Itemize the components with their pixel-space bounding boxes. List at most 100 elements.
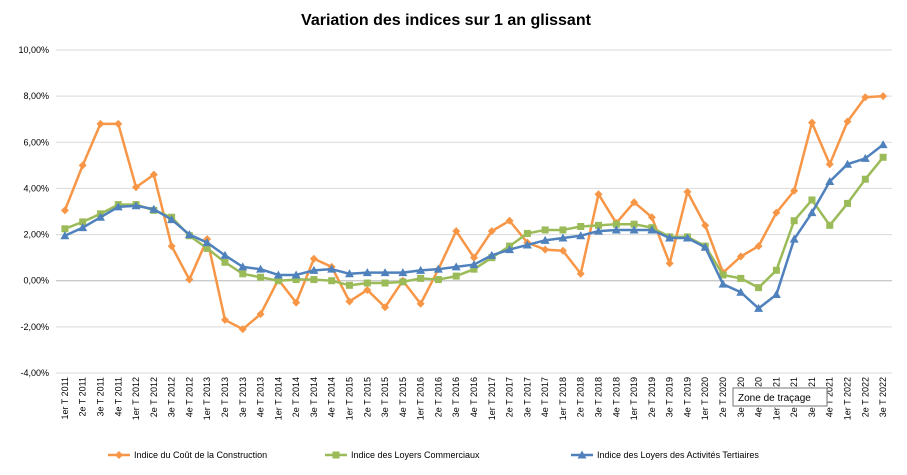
data-point-square xyxy=(879,153,887,161)
data-point-square xyxy=(595,221,603,229)
x-tick-label: 3e T 2017 xyxy=(522,377,532,417)
x-tick-label: 3e T 2013 xyxy=(238,377,248,417)
series-1 xyxy=(60,92,888,334)
chart-title: Variation des indices sur 1 an glissant xyxy=(301,12,592,29)
data-point-diamond xyxy=(220,315,229,324)
data-point-triangle xyxy=(558,233,568,242)
data-point-square xyxy=(470,265,478,273)
x-tick-label: 2e T 2013 xyxy=(220,377,230,417)
x-tick-label: 4e T 2015 xyxy=(398,377,408,417)
data-point-square xyxy=(452,272,460,280)
data-point-diamond xyxy=(309,254,318,263)
data-point-triangle xyxy=(611,225,621,234)
data-point-diamond xyxy=(345,297,354,306)
data-point-square xyxy=(844,199,852,207)
data-point-diamond xyxy=(452,227,461,236)
x-tick-label: 1er T 2014 xyxy=(273,377,283,420)
x-tick-label: 4e T 2014 xyxy=(327,377,337,417)
x-tick-label: 2e T 2015 xyxy=(362,377,372,417)
x-tick-label: 4e T 2012 xyxy=(184,377,194,417)
data-point-square xyxy=(221,258,229,266)
plot-area-tooltip: Zone de traçage xyxy=(732,387,828,407)
data-point-diamond xyxy=(114,119,123,128)
data-point-diamond xyxy=(825,160,834,169)
x-tick-label: 2e T 2018 xyxy=(576,377,586,417)
data-point-triangle xyxy=(576,231,586,240)
y-tick-label: 10,00% xyxy=(18,45,49,55)
data-point-triangle xyxy=(469,260,479,269)
data-point-square xyxy=(772,266,780,274)
y-tick-label: 4,00% xyxy=(23,183,49,193)
data-point-triangle xyxy=(771,290,781,299)
data-point-triangle xyxy=(647,225,657,234)
data-point-square xyxy=(541,226,549,234)
data-point-diamond xyxy=(541,245,550,254)
data-point-square xyxy=(332,451,340,459)
data-point-triangle xyxy=(380,268,390,277)
data-point-triangle xyxy=(718,279,728,288)
data-point-triangle xyxy=(309,265,319,274)
data-point-triangle xyxy=(540,235,550,244)
x-tick-label: 2e T 2017 xyxy=(505,377,515,417)
data-point-diamond xyxy=(149,170,158,179)
data-point-diamond xyxy=(647,213,656,222)
legend: Indice du Coût de la Construction Indice … xyxy=(108,450,759,460)
data-point-triangle xyxy=(60,231,70,240)
data-point-triangle xyxy=(682,233,692,242)
data-point-triangle xyxy=(78,223,88,232)
data-point-diamond xyxy=(558,246,567,255)
data-point-diamond xyxy=(60,206,69,215)
data-point-square xyxy=(612,220,620,228)
data-point-square xyxy=(203,244,211,252)
data-point-square xyxy=(790,217,798,225)
y-tick-label: 8,00% xyxy=(23,91,49,101)
data-point-triangle xyxy=(700,242,710,251)
series-line xyxy=(63,94,884,331)
legend-item: Indice du Coût de la Construction xyxy=(108,450,267,460)
data-point-square xyxy=(79,218,87,226)
data-point-diamond xyxy=(879,92,888,101)
data-point-diamond xyxy=(772,208,781,217)
data-point-triangle xyxy=(789,234,799,243)
x-tick-label: 3e T 2018 xyxy=(594,377,604,417)
data-point-square xyxy=(381,279,389,287)
data-point-triangle xyxy=(113,202,123,211)
data-point-diamond xyxy=(683,187,692,196)
data-point-square xyxy=(310,276,318,284)
data-point-square xyxy=(523,229,531,237)
legend-label: Indice des Loyers des Activités Tertiair… xyxy=(597,450,759,460)
data-point-square xyxy=(826,221,834,229)
data-point-square xyxy=(274,277,282,285)
data-point-square xyxy=(737,274,745,282)
data-point-triangle xyxy=(860,153,870,162)
data-point-triangle xyxy=(273,270,283,279)
x-tick-label: 1er T 2012 xyxy=(131,377,141,420)
x-tick-label: 2e T 2011 xyxy=(78,377,88,417)
tooltip-label: Zone de traçage xyxy=(738,393,811,404)
data-point-diamond xyxy=(861,93,870,102)
data-point-triangle xyxy=(416,265,426,274)
x-tick-label: 2e T 2019 xyxy=(647,377,657,417)
data-point-triangle xyxy=(736,287,746,296)
x-tick-label: 2e T 2016 xyxy=(433,377,443,417)
x-tick-label: 3e T 2015 xyxy=(380,377,390,417)
data-point-diamond xyxy=(487,227,496,236)
x-tick-label: 4e T 2011 xyxy=(113,377,123,417)
data-point-diamond xyxy=(807,118,816,127)
x-tick-label: 3e T 2019 xyxy=(665,377,675,417)
x-tick-label: 1er T 2015 xyxy=(344,377,354,420)
data-point-diamond xyxy=(381,303,390,312)
y-tick-label: -2,00% xyxy=(20,322,49,332)
data-point-diamond xyxy=(505,216,514,225)
data-point-triangle xyxy=(167,215,177,224)
x-tick-label: 1er T 2013 xyxy=(202,377,212,420)
data-point-diamond xyxy=(470,253,478,262)
data-point-triangle xyxy=(202,238,212,247)
y-tick-label: 2,00% xyxy=(23,230,49,240)
data-point-triangle xyxy=(843,159,853,168)
data-point-diamond xyxy=(843,117,852,126)
legend-item: Indice des Loyers Commerciaux xyxy=(325,450,480,460)
data-point-square xyxy=(434,276,442,284)
x-tick-label: 1er T 2016 xyxy=(416,377,426,420)
data-point-triangle xyxy=(451,262,461,271)
